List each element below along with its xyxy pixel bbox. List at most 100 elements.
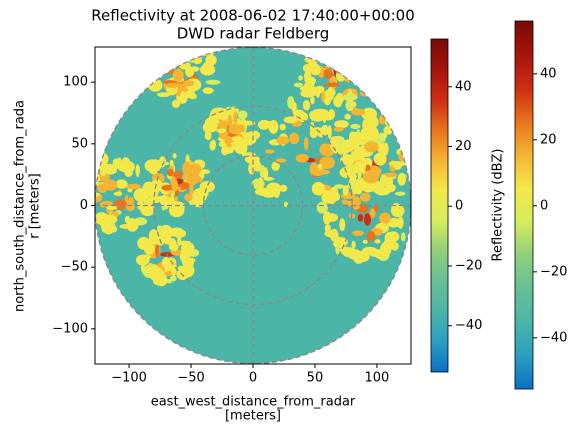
echo-texture (298, 75, 303, 81)
echo-texture (145, 55, 160, 69)
echo-texture (351, 108, 366, 116)
echo-texture (115, 179, 128, 189)
echo-texture (141, 267, 157, 274)
echo-texture (362, 79, 374, 90)
echo-texture (355, 47, 366, 58)
echo-texture (210, 139, 216, 149)
echo-texture (172, 68, 184, 82)
x-tick-label: 50 (307, 371, 324, 386)
echo-texture (317, 163, 323, 170)
echo-texture (163, 48, 178, 56)
echo-texture (329, 137, 338, 151)
echo-texture (166, 36, 171, 46)
echo-texture (232, 136, 245, 150)
echo-texture (149, 169, 157, 175)
echo-texture (166, 278, 173, 284)
echo-texture (326, 213, 339, 222)
echo-texture (302, 100, 311, 111)
echo-texture (150, 51, 161, 63)
echo-texture (345, 98, 354, 112)
echo-texture (335, 244, 340, 255)
echo-texture (161, 184, 175, 191)
colorbar (430, 38, 449, 373)
echo-texture (156, 225, 163, 233)
echo-texture (155, 58, 166, 72)
echo-texture (125, 183, 142, 190)
echo-texture (154, 47, 163, 55)
echo-texture (182, 161, 192, 176)
echo-texture (362, 75, 376, 84)
echo-texture (343, 66, 349, 76)
echo-texture (345, 154, 356, 162)
echo-texture (209, 109, 220, 124)
echo-texture (178, 55, 184, 65)
echo-texture (235, 124, 246, 133)
echo-texture (204, 130, 212, 141)
echo-texture (279, 184, 288, 192)
echo-texture (355, 51, 366, 60)
echo-texture (354, 55, 366, 63)
echo-texture (168, 227, 185, 237)
echo-texture (336, 236, 343, 242)
echo-texture (173, 201, 185, 213)
echo-texture (304, 55, 321, 64)
echo-texture (341, 94, 358, 101)
echo-texture (113, 191, 123, 196)
echo-texture (155, 244, 160, 258)
echo-texture (384, 231, 396, 245)
echo-texture (151, 195, 162, 204)
echo-texture (370, 47, 377, 52)
echo-texture (362, 239, 368, 244)
echo-texture (180, 263, 195, 278)
echo-texture (364, 126, 379, 141)
echo-texture (385, 125, 393, 135)
echo-texture (348, 174, 358, 179)
echo-texture (406, 147, 411, 160)
echo-texture (340, 32, 348, 45)
echo-texture (293, 82, 304, 88)
echo-texture (381, 243, 396, 250)
echo-texture (168, 243, 179, 252)
echo-texture (291, 101, 297, 113)
echo-texture (302, 63, 312, 73)
echo-texture (276, 136, 290, 145)
echo-texture (400, 232, 406, 242)
echo-texture (326, 49, 341, 60)
echo-texture (369, 77, 378, 82)
echo-texture (352, 230, 364, 236)
echo-texture (216, 128, 227, 133)
echo-texture (379, 96, 390, 110)
echo-texture (341, 57, 354, 67)
echo-texture (311, 181, 325, 196)
echo-texture (363, 213, 371, 226)
echo-texture (162, 237, 176, 245)
echo-texture (349, 123, 361, 130)
echo-texture (124, 215, 131, 224)
colorbar-tick-label: 40 (455, 79, 472, 94)
echo-texture (163, 65, 170, 72)
echo-texture (179, 250, 191, 263)
echo-texture (379, 212, 391, 225)
echo-texture (364, 115, 379, 129)
echo-texture (345, 68, 351, 76)
echo-texture (185, 66, 195, 78)
echo-texture (166, 47, 176, 52)
echo-texture (356, 65, 363, 74)
echo-texture (334, 184, 345, 189)
echo-texture (394, 191, 406, 196)
colorbar-tick-label: 0 (455, 199, 463, 214)
echo-texture (386, 58, 396, 66)
echo-texture (171, 265, 177, 277)
echo-texture (162, 60, 175, 74)
echo-texture (326, 86, 335, 101)
echo-texture (379, 95, 390, 101)
echo-texture (148, 229, 159, 243)
echo-texture (167, 168, 174, 177)
echo-texture (248, 162, 255, 175)
echo-texture (85, 175, 94, 183)
echo-texture (162, 56, 172, 67)
echo-texture (371, 48, 387, 60)
colorbar-tick-label: −40 (455, 318, 482, 333)
echo-texture (189, 93, 195, 100)
echo-texture (333, 127, 344, 132)
